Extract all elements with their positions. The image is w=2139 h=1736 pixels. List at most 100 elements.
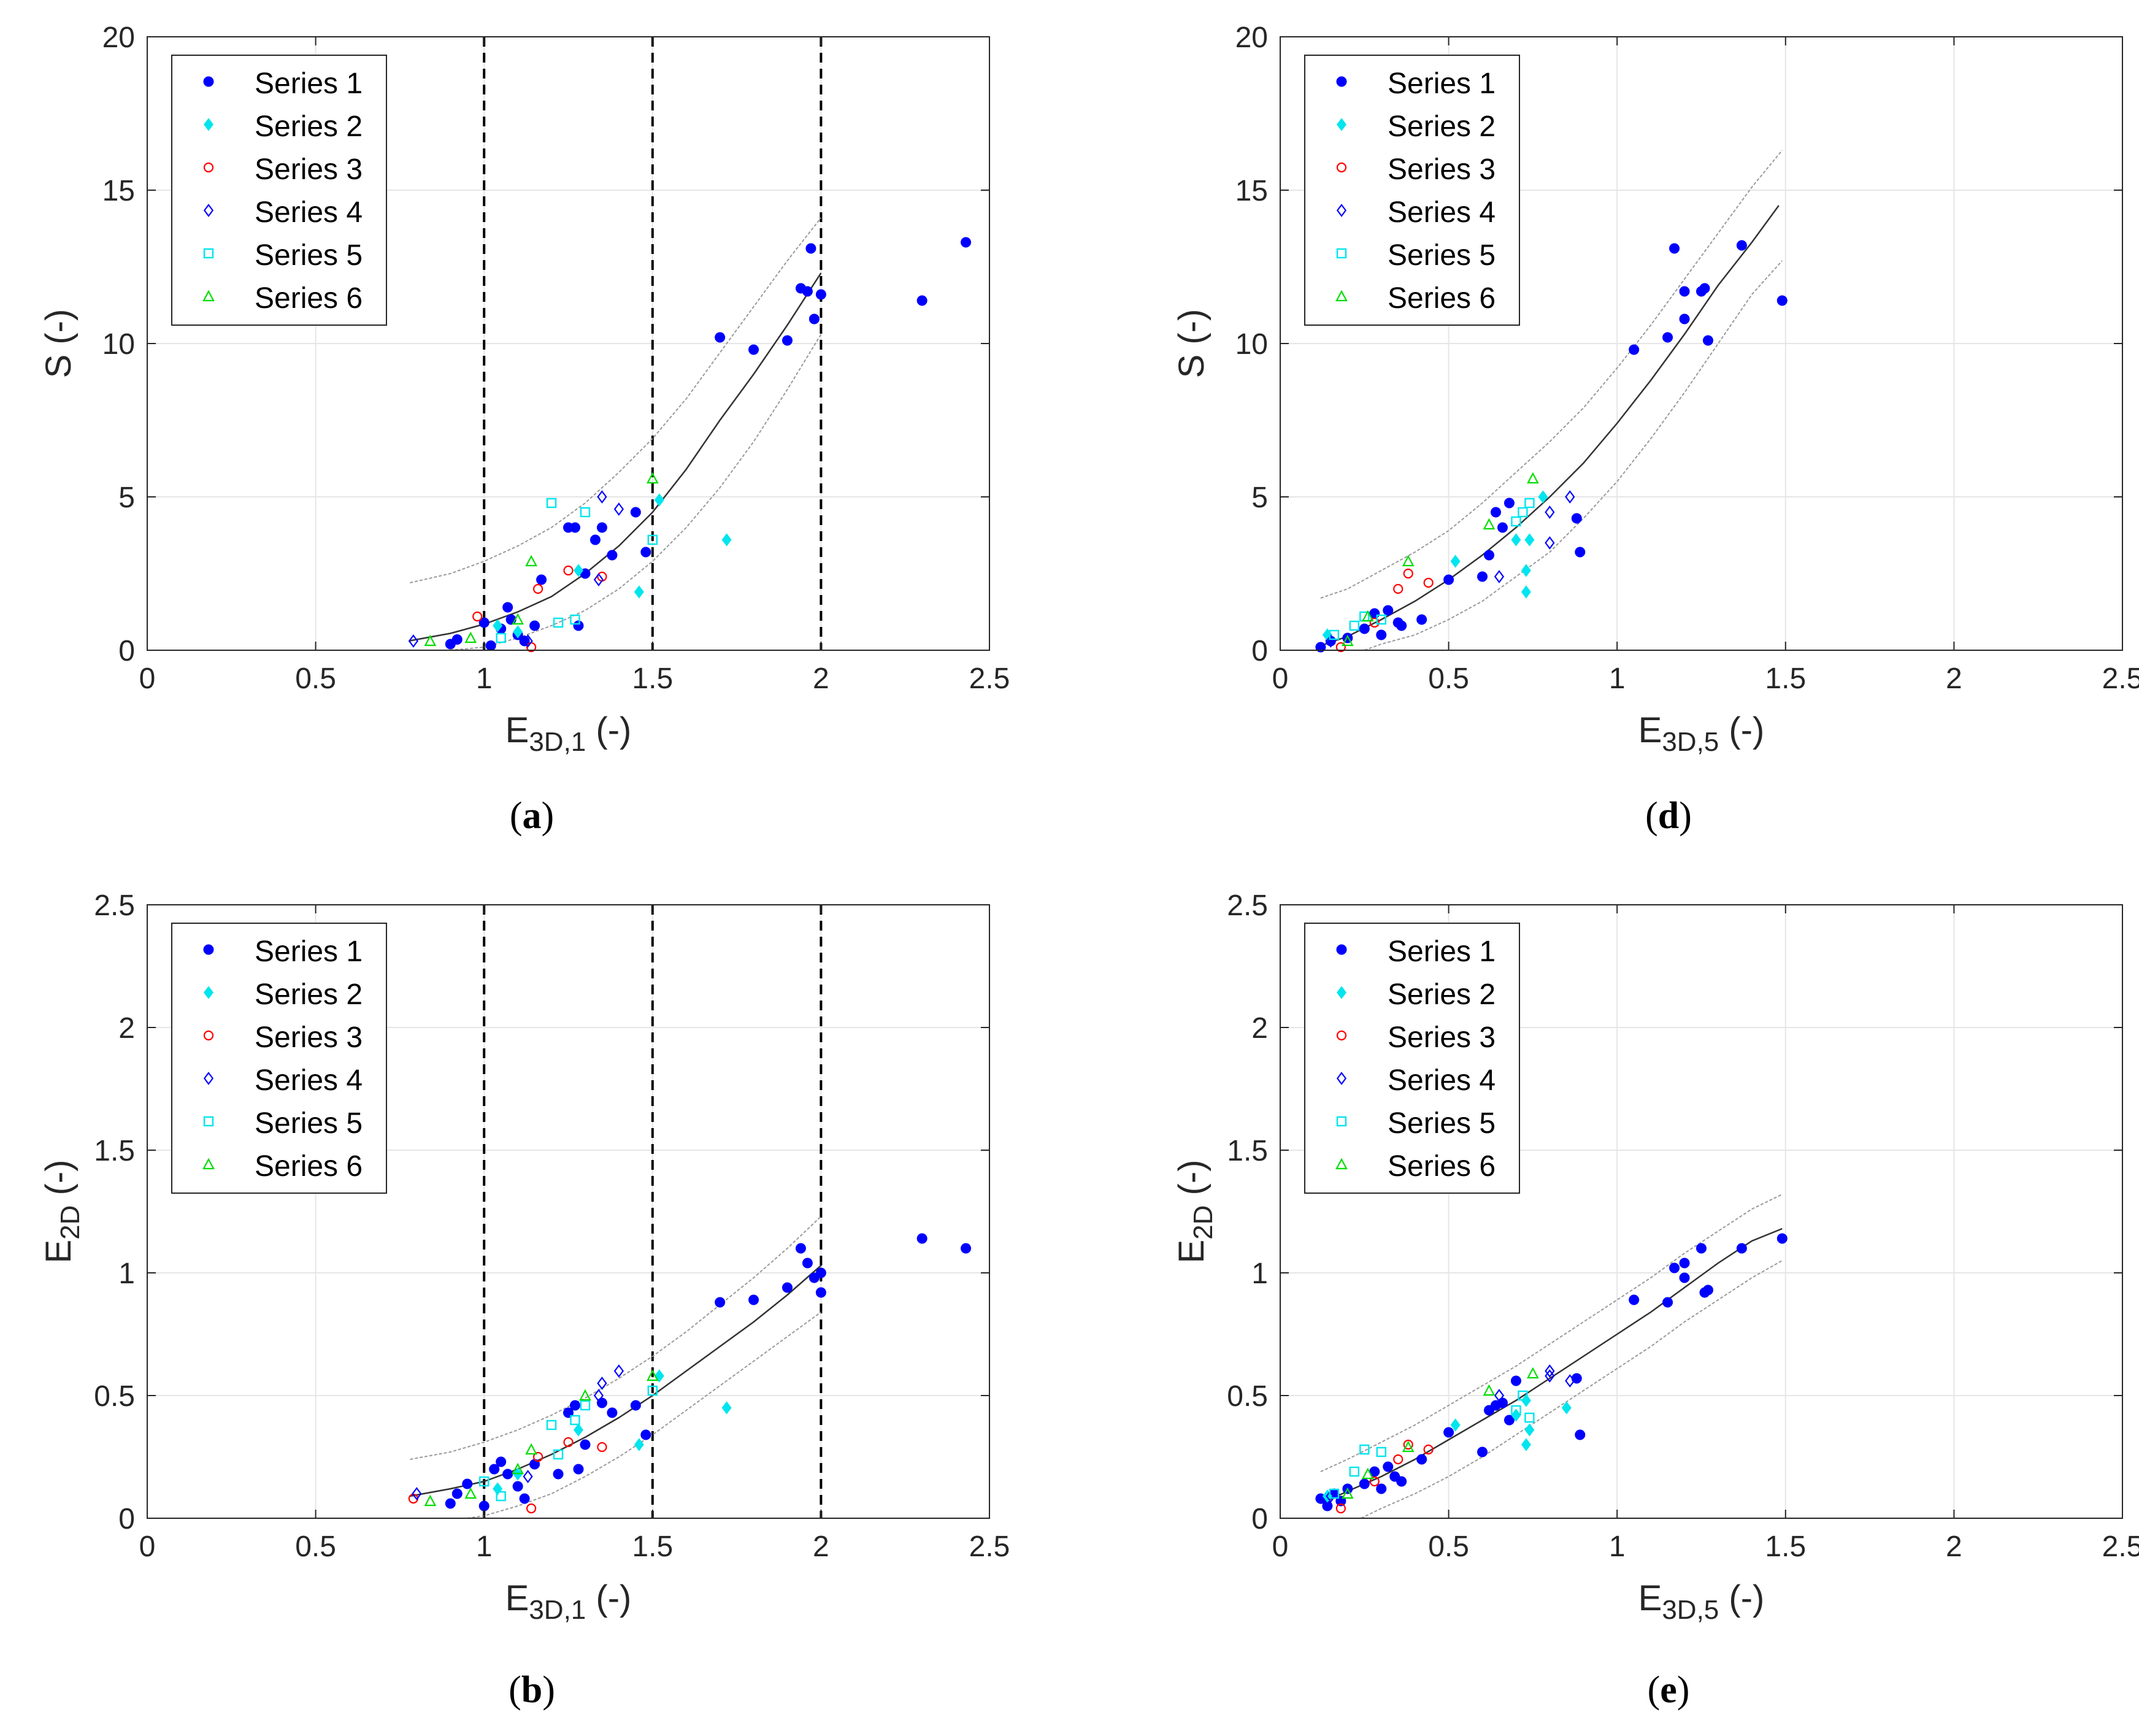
data-point bbox=[1521, 585, 1531, 599]
data-point bbox=[529, 620, 540, 631]
data-point bbox=[496, 1456, 507, 1467]
chart-b: 0 0.5 1 1.5 2 2.5 0 0.5 1 1.5 2 2.5 E3D,1 (-) E2D (-)… bbox=[39, 889, 1010, 1711]
legend-label: Series 5 bbox=[255, 1107, 363, 1140]
data-point bbox=[916, 295, 927, 306]
data-point bbox=[1484, 550, 1495, 561]
legend-label: Series 5 bbox=[1388, 1107, 1496, 1140]
series-4 bbox=[1326, 1364, 1575, 1503]
data-point bbox=[464, 1487, 477, 1499]
reference-lines bbox=[483, 37, 823, 650]
y-tick-label: 2.5 bbox=[1227, 889, 1268, 922]
legend-marker bbox=[1336, 162, 1347, 173]
data-point bbox=[1521, 564, 1531, 577]
panel-caption: (a) bbox=[510, 795, 554, 837]
x-tick-label: 0 bbox=[1272, 1531, 1289, 1563]
data-point bbox=[647, 534, 658, 545]
data-point bbox=[808, 313, 820, 325]
data-point bbox=[634, 585, 644, 599]
data-point bbox=[781, 1282, 793, 1293]
data-point bbox=[1450, 555, 1461, 568]
series-1 bbox=[445, 237, 972, 651]
y-tick-label: 2 bbox=[1251, 1012, 1268, 1045]
ticks: 0 0.5 1 1.5 2 2.5 0 5 10 15 20 bbox=[1235, 21, 2139, 695]
data-point bbox=[1497, 1397, 1508, 1408]
y-tick-label: 1.5 bbox=[1227, 1135, 1268, 1167]
data-point bbox=[1696, 1243, 1707, 1254]
data-point bbox=[1396, 620, 1407, 631]
y-tick-label: 0.5 bbox=[1227, 1380, 1268, 1413]
data-point bbox=[523, 634, 533, 648]
fit-lower-bound bbox=[1364, 260, 1783, 651]
y-tick-label: 10 bbox=[1235, 328, 1268, 361]
data-point bbox=[1326, 1489, 1336, 1503]
data-point bbox=[1524, 1412, 1535, 1423]
x-tick-label: 2 bbox=[1946, 663, 1962, 695]
data-point bbox=[1376, 1446, 1386, 1458]
x-tick-label: 1 bbox=[1609, 1531, 1626, 1563]
data-point bbox=[1349, 1466, 1360, 1477]
series-5 bbox=[496, 497, 658, 643]
data-point bbox=[597, 490, 607, 504]
data-point bbox=[1376, 629, 1387, 640]
legend-label: Series 4 bbox=[1388, 1064, 1496, 1097]
data-point bbox=[802, 286, 813, 297]
chart-e: 0 0.5 1 1.5 2 2.5 0 0.5 1 1.5 2 2.5 E3D,5 (-) E2D (-)… bbox=[1172, 889, 2139, 1711]
data-point bbox=[1342, 1487, 1354, 1499]
x-tick-label: 1 bbox=[476, 1531, 493, 1563]
data-point bbox=[1376, 1483, 1387, 1494]
legend-marker bbox=[203, 944, 214, 955]
data-point bbox=[1545, 1369, 1555, 1383]
data-point bbox=[1342, 634, 1354, 647]
y-tick-label: 15 bbox=[102, 175, 135, 207]
y-tick-label: 10 bbox=[102, 328, 135, 361]
data-point bbox=[489, 1464, 500, 1475]
data-point bbox=[1669, 243, 1680, 254]
series-3 bbox=[1335, 1439, 1434, 1514]
legend-label: Series 4 bbox=[1388, 196, 1496, 229]
data-point bbox=[532, 583, 543, 594]
data-point bbox=[532, 1451, 543, 1462]
series-5 bbox=[1329, 1390, 1535, 1499]
data-point bbox=[496, 632, 506, 643]
data-point bbox=[1565, 1374, 1575, 1388]
data-point bbox=[613, 502, 624, 516]
data-point bbox=[523, 1470, 533, 1483]
data-point bbox=[1538, 490, 1548, 504]
fit-curve bbox=[1320, 205, 1780, 647]
data-point bbox=[1561, 1401, 1572, 1415]
data-point bbox=[512, 1462, 524, 1475]
x-axis-label: E3D,1 (-) bbox=[505, 710, 632, 757]
data-point bbox=[1450, 1418, 1461, 1432]
data-point bbox=[1403, 568, 1413, 579]
data-point bbox=[1490, 507, 1501, 518]
data-point bbox=[1483, 1384, 1496, 1396]
data-point bbox=[1359, 623, 1370, 634]
chart-a: 0 0.5 1 1.5 2 2.5 0 5 10 15 20 E3D,1 (-) S (-) Series… bbox=[39, 21, 1010, 837]
y-tick-label: 2 bbox=[118, 1012, 135, 1045]
series-5 bbox=[479, 1385, 658, 1502]
data-point bbox=[596, 1397, 607, 1408]
legend-marker bbox=[1336, 1030, 1347, 1041]
fit-lower-bound bbox=[467, 1312, 821, 1519]
data-point bbox=[1361, 1467, 1374, 1480]
legend-marker bbox=[203, 162, 214, 173]
data-point bbox=[1329, 1488, 1340, 1499]
series-1 bbox=[445, 1233, 972, 1511]
data-point bbox=[802, 1258, 813, 1269]
x-axis-label: E3D,5 (-) bbox=[1638, 710, 1765, 757]
data-point bbox=[525, 1443, 537, 1455]
data-point bbox=[1494, 1389, 1505, 1402]
ticks: 0 0.5 1 1.5 2 2.5 0 0.5 1 1.5 2 2.5 bbox=[1227, 889, 2139, 1563]
series-3 bbox=[1335, 568, 1434, 653]
data-point bbox=[1575, 1429, 1586, 1440]
legend-marker bbox=[1337, 986, 1346, 999]
data-point bbox=[1402, 555, 1415, 567]
legend-marker bbox=[1336, 204, 1347, 217]
data-point bbox=[646, 472, 659, 484]
data-point bbox=[596, 522, 607, 533]
data-point bbox=[1383, 1461, 1394, 1472]
data-point bbox=[961, 1243, 972, 1254]
data-point bbox=[573, 1464, 584, 1475]
data-point bbox=[1349, 620, 1360, 631]
